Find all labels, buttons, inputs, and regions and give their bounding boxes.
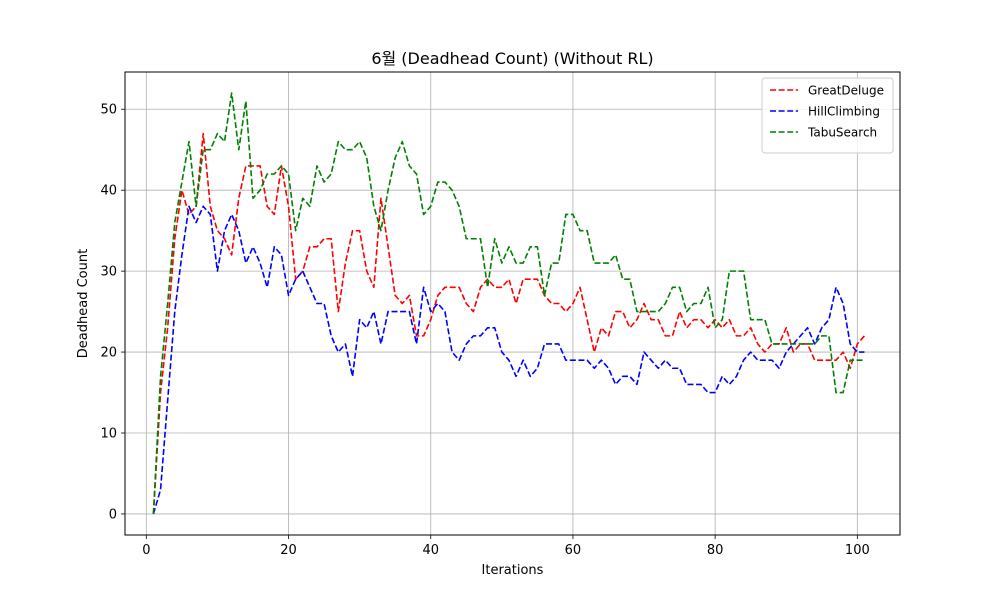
legend: GreatDeluge HillClimbing TabuSearch — [761, 77, 894, 154]
series-lines — [152, 92, 866, 515]
grid — [125, 72, 900, 535]
legend-label-hillclimbing: HillClimbing — [808, 105, 880, 119]
y-axis-title: Deadhead Count — [76, 249, 91, 358]
legend-items: GreatDeluge HillClimbing TabuSearch — [770, 84, 884, 140]
series-line-tabusearch — [152, 92, 865, 514]
series-line-greatdeluge — [152, 132, 866, 514]
x-axis-title: Iterations — [482, 563, 544, 578]
x-tick-label: 80 — [707, 543, 724, 558]
legend-label-tabusearch: TabuSearch — [807, 126, 877, 140]
y-tick-label: 30 — [100, 265, 117, 280]
x-tick-label: 0 — [142, 543, 150, 558]
legend-label-greatdeluge: GreatDeluge — [808, 84, 884, 98]
x-tick-label: 40 — [422, 543, 439, 558]
y-tick-label: 40 — [100, 184, 117, 199]
x-tick-label: 100 — [845, 543, 870, 558]
y-tick-label: 50 — [100, 103, 117, 118]
y-tick-label: 20 — [100, 346, 117, 361]
axis-ticks: 0 20 40 60 80 100 0 10 20 30 40 50 — [100, 103, 869, 558]
x-tick-label: 20 — [280, 543, 297, 558]
series-line-hillclimbing — [152, 205, 865, 515]
x-tick-label: 60 — [565, 543, 582, 558]
legend-box — [761, 77, 894, 154]
plot-frame — [124, 71, 901, 536]
chart-title: 6월 (Deadhead Count) (Without RL) — [371, 49, 653, 68]
y-tick-label: 10 — [100, 427, 117, 442]
y-tick-label: 0 — [109, 507, 117, 522]
